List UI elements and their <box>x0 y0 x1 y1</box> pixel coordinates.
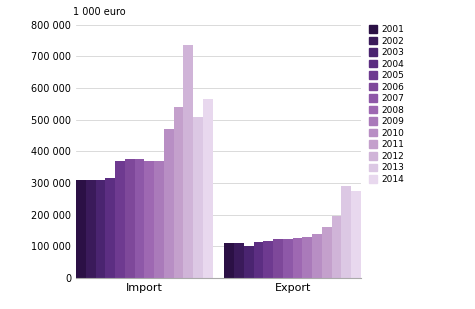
Bar <box>183 45 193 278</box>
Bar <box>76 180 86 278</box>
Bar <box>115 161 125 278</box>
Bar <box>154 161 164 278</box>
Bar <box>293 238 303 278</box>
Bar <box>273 239 283 278</box>
Bar <box>193 116 203 278</box>
Bar <box>134 159 144 278</box>
Bar <box>332 216 342 278</box>
Bar <box>254 242 264 278</box>
Text: 1 000 euro: 1 000 euro <box>73 7 126 17</box>
Bar <box>164 129 173 278</box>
Bar <box>283 239 293 278</box>
Bar <box>125 159 134 278</box>
Bar <box>86 180 95 278</box>
Bar <box>234 243 244 278</box>
Bar <box>144 161 154 278</box>
Legend: 2001, 2002, 2003, 2004, 2005, 2006, 2007, 2008, 2009, 2010, 2011, 2012, 2013, 20: 2001, 2002, 2003, 2004, 2005, 2006, 2007… <box>369 24 405 185</box>
Bar <box>105 178 115 278</box>
Bar <box>244 247 254 278</box>
Bar <box>264 241 273 278</box>
Bar <box>95 180 105 278</box>
Bar <box>224 243 234 278</box>
Bar <box>173 107 183 278</box>
Bar <box>322 227 332 278</box>
Bar <box>303 237 312 278</box>
Bar <box>312 234 322 278</box>
Bar <box>203 99 213 278</box>
Bar <box>351 191 361 278</box>
Bar <box>342 186 351 278</box>
